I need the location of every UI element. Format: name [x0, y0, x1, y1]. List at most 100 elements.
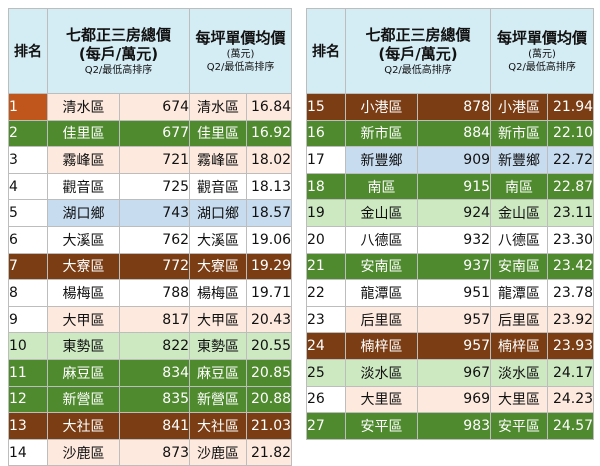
table-row: 4 觀音區 725 觀音區 18.13: [8, 172, 293, 201]
total-price-cell: 924: [416, 199, 492, 227]
table-row: 19 金山區 924 金山區 23.11: [306, 199, 595, 227]
district-name-cell: 新豐鄉: [490, 146, 549, 174]
district-name-cell: 八德區: [490, 225, 549, 254]
district-name-cell: 大溪區: [47, 225, 120, 254]
rank-cell: 10: [8, 332, 48, 360]
table-row: 10 東勢區 822 東勢區 20.55: [8, 332, 293, 360]
table-row: 13 大社區 841 大社區 21.03: [8, 412, 293, 440]
table-row: 27 安平區 983 安平區 24.57: [306, 412, 595, 440]
total-price-cell: 743: [118, 199, 191, 227]
right-ranking-table: 排名 七都正三房總價 (每戶/萬元) Q2/最低高排序 每坪單價均價 (萬元) …: [306, 8, 595, 440]
district-name-cell: 安平區: [345, 412, 418, 440]
district-name-cell: 大寮區: [189, 252, 248, 281]
unit-header-unit: (萬元): [528, 48, 556, 60]
unit-price-header: 每坪單價均價 (萬元) Q2/最低高排序: [189, 8, 293, 94]
total-price-cell: 932: [416, 225, 492, 254]
district-name-cell: 觀音區: [47, 172, 120, 201]
unit-header-title: 每坪單價均價: [497, 28, 588, 47]
district-name-cell: 安南區: [490, 252, 549, 281]
unit-price-cell: 20.55: [246, 332, 293, 360]
district-name-cell: 安南區: [345, 252, 418, 281]
total-price-cell: 878: [416, 93, 492, 121]
rank-cell: 2: [8, 119, 48, 148]
district-name-cell: 安平區: [490, 412, 549, 440]
district-name-cell: 后里區: [490, 305, 549, 334]
table-row: 9 大甲區 817 大甲區 20.43: [8, 305, 293, 334]
unit-price-cell: 21.94: [547, 93, 595, 121]
left-ranking-table: 排名 七都正三房總價 (每戶/萬元) Q2/最低高排序 每坪單價均價 (萬元) …: [8, 8, 293, 466]
table-row: 22 龍潭區 951 龍潭區 23.78: [306, 279, 595, 307]
table-row: 2 佳里區 677 佳里區 16.92: [8, 119, 293, 148]
rank-cell: 19: [306, 199, 346, 227]
district-name-cell: 佳里區: [189, 119, 248, 148]
total-price-cell: 674: [118, 93, 191, 121]
total-price-cell: 951: [416, 279, 492, 307]
total-price-cell: 725: [118, 172, 191, 201]
district-name-cell: 新市區: [345, 119, 418, 148]
right-table-body: 15 小港區 878 小港區 21.94 16 新市區 884 新市區 22.10 17 新豐鄉 909…: [306, 93, 595, 440]
rank-cell: 3: [8, 146, 48, 174]
total-price-cell: 873: [118, 438, 191, 466]
unit-header-title: 每坪單價均價: [195, 28, 286, 47]
unit-price-cell: 16.84: [246, 93, 293, 121]
table-row: 14 沙鹿區 873 沙鹿區 21.82: [8, 438, 293, 466]
unit-price-cell: 19.71: [246, 279, 293, 307]
district-name-cell: 麻豆區: [189, 358, 248, 387]
table-row: 11 麻豆區 834 麻豆區 20.85: [8, 358, 293, 387]
unit-price-cell: 20.85: [246, 358, 293, 387]
table-row: 17 新豐鄉 909 新豐鄉 22.72: [306, 146, 595, 174]
table-row: 1 清水區 674 清水區 16.84: [8, 93, 293, 121]
unit-price-cell: 22.72: [547, 146, 595, 174]
unit-price-cell: 18.02: [246, 146, 293, 174]
district-name-cell: 湖口鄉: [189, 199, 248, 227]
total-header-sort: Q2/最低高排序: [84, 64, 153, 76]
unit-price-cell: 22.10: [547, 119, 595, 148]
rank-cell: 14: [8, 438, 48, 466]
total-price-cell: 822: [118, 332, 191, 360]
district-name-cell: 新營區: [47, 385, 120, 414]
district-name-cell: 楊梅區: [189, 279, 248, 307]
district-name-cell: 小港區: [345, 93, 418, 121]
rank-cell: 9: [8, 305, 48, 334]
table-row: 21 安南區 937 安南區 23.42: [306, 252, 595, 281]
unit-header-sort: Q2/最低高排序: [206, 61, 275, 73]
rank-header: 排名: [8, 8, 48, 94]
unit-price-cell: 23.30: [547, 225, 595, 254]
unit-price-cell: 18.57: [246, 199, 293, 227]
table-row: 3 霧峰區 721 霧峰區 18.02: [8, 146, 293, 174]
unit-price-cell: 23.42: [547, 252, 595, 281]
unit-price-cell: 23.11: [547, 199, 595, 227]
district-name-cell: 楠梓區: [490, 332, 549, 360]
district-name-cell: 沙鹿區: [47, 438, 120, 466]
unit-price-cell: 16.92: [246, 119, 293, 148]
unit-price-cell: 20.43: [246, 305, 293, 334]
total-header-unit: (每戶/萬元): [78, 44, 159, 63]
total-price-cell: 834: [118, 358, 191, 387]
unit-price-cell: 22.87: [547, 172, 595, 201]
total-price-cell: 969: [416, 385, 492, 414]
rank-cell: 17: [306, 146, 346, 174]
rank-cell: 18: [306, 172, 346, 201]
district-name-cell: 大寮區: [47, 252, 120, 281]
rank-cell: 15: [306, 93, 346, 121]
district-name-cell: 沙鹿區: [189, 438, 248, 466]
district-name-cell: 新營區: [189, 385, 248, 414]
unit-price-cell: 18.13: [246, 172, 293, 201]
table-header: 排名 七都正三房總價 (每戶/萬元) Q2/最低高排序 每坪單價均價 (萬元) …: [8, 8, 293, 94]
district-name-cell: 大社區: [189, 412, 248, 440]
district-name-cell: 大甲區: [47, 305, 120, 334]
district-name-cell: 金山區: [345, 199, 418, 227]
district-name-cell: 后里區: [345, 305, 418, 334]
district-name-cell: 大社區: [47, 412, 120, 440]
total-price-cell: 762: [118, 225, 191, 254]
total-price-cell: 983: [416, 412, 492, 440]
total-price-cell: 957: [416, 332, 492, 360]
total-header-sort: Q2/最低高排序: [384, 64, 452, 76]
district-name-cell: 新市區: [490, 119, 549, 148]
unit-header-unit: (萬元): [226, 48, 255, 60]
unit-price-cell: 24.57: [547, 412, 595, 440]
table-row: 23 后里區 957 后里區 23.92: [306, 305, 595, 334]
table-row: 18 南區 915 南區 22.87: [306, 172, 595, 201]
table-row: 8 楊梅區 788 楊梅區 19.71: [8, 279, 293, 307]
total-price-cell: 772: [118, 252, 191, 281]
